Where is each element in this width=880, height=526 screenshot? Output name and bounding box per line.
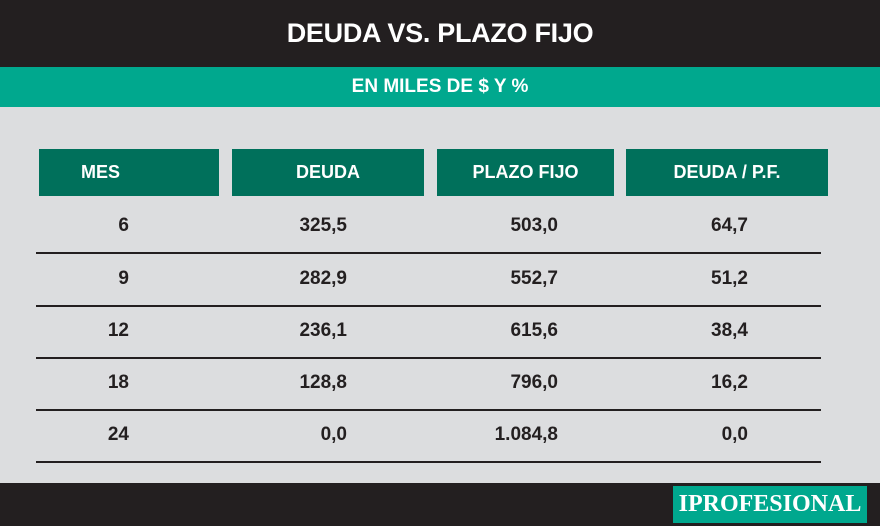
cell-deuda: 128,8 [299, 372, 347, 393]
cell-plazo-fijo: 796,0 [510, 372, 558, 393]
table-row: 12 236,1 615,6 38,4 [36, 305, 821, 359]
cell-plazo-fijo: 552,7 [510, 268, 558, 289]
cell-deuda: 236,1 [299, 320, 347, 341]
table-row: 6 325,5 503,0 64,7 [36, 200, 821, 254]
cell-deuda: 0,0 [320, 424, 347, 445]
cell-plazo-fijo: 615,6 [510, 320, 558, 341]
cell-plazo-fijo: 1.084,8 [494, 424, 558, 445]
cell-mes: 6 [118, 215, 129, 236]
cell-mes: 18 [107, 372, 129, 393]
cell-ratio: 64,7 [711, 215, 748, 236]
column-header-mes: MES [39, 149, 219, 196]
cell-plazo-fijo: 503,0 [510, 215, 558, 236]
iprofesional-logo: IPROFESIONAL [673, 486, 867, 523]
column-header-mes-label: MES [81, 162, 121, 182]
cell-mes: 12 [107, 320, 129, 341]
page-subtitle: EN MILES DE $ Y % [0, 67, 880, 107]
column-header-ratio: DEUDA / P.F. [626, 149, 828, 196]
cell-mes: 24 [107, 424, 129, 445]
cell-ratio: 0,0 [721, 424, 748, 445]
cell-ratio: 51,2 [711, 268, 748, 289]
cell-deuda: 282,9 [299, 268, 347, 289]
cell-ratio: 16,2 [711, 372, 748, 393]
table-row: 9 282,9 552,7 51,2 [36, 253, 821, 307]
cell-deuda: 325,5 [299, 215, 347, 236]
table-row: 18 128,8 796,0 16,2 [36, 357, 821, 411]
page-title: DEUDA VS. PLAZO FIJO [0, 0, 880, 67]
column-header-deuda: DEUDA [232, 149, 424, 196]
table-row: 24 0,0 1.084,8 0,0 [36, 409, 821, 463]
column-header-plazo-fijo: PLAZO FIJO [437, 149, 614, 196]
cell-ratio: 38,4 [711, 320, 748, 341]
cell-mes: 9 [118, 268, 129, 289]
